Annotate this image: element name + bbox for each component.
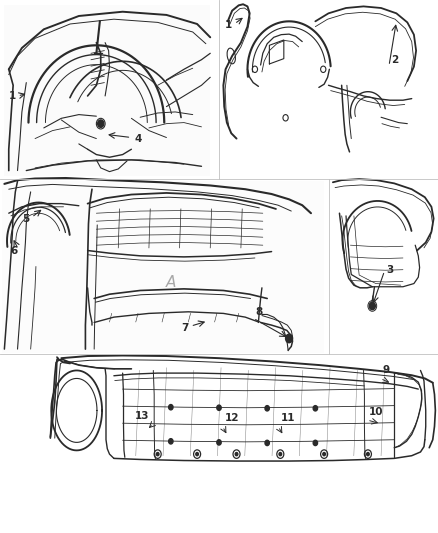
Text: 13: 13 — [134, 410, 149, 421]
Circle shape — [217, 405, 221, 410]
Circle shape — [169, 439, 173, 444]
Text: 4: 4 — [135, 134, 142, 143]
Text: 6: 6 — [10, 246, 18, 255]
Circle shape — [98, 120, 104, 127]
Circle shape — [154, 450, 161, 458]
Circle shape — [321, 66, 326, 72]
Circle shape — [286, 334, 293, 343]
Circle shape — [233, 450, 240, 458]
Text: 10: 10 — [369, 407, 384, 417]
FancyBboxPatch shape — [2, 181, 324, 353]
Circle shape — [277, 450, 284, 458]
Circle shape — [196, 453, 198, 456]
Circle shape — [321, 450, 328, 458]
Circle shape — [265, 440, 269, 446]
Text: 2: 2 — [391, 55, 398, 65]
Circle shape — [252, 66, 258, 72]
Circle shape — [265, 406, 269, 411]
Text: 7: 7 — [181, 323, 188, 333]
Text: 3: 3 — [386, 265, 394, 274]
Text: 1: 1 — [225, 20, 232, 30]
Text: 1: 1 — [8, 91, 16, 101]
Circle shape — [364, 450, 371, 458]
Circle shape — [313, 406, 318, 411]
Circle shape — [217, 440, 221, 445]
Text: 12: 12 — [225, 413, 239, 423]
Circle shape — [279, 453, 282, 456]
Circle shape — [323, 453, 325, 456]
Circle shape — [369, 302, 375, 310]
Circle shape — [313, 440, 318, 446]
Circle shape — [194, 450, 201, 458]
Circle shape — [283, 115, 288, 121]
FancyBboxPatch shape — [4, 5, 210, 176]
Circle shape — [235, 453, 238, 456]
Text: 11: 11 — [280, 413, 295, 423]
Text: 9: 9 — [382, 365, 389, 375]
Circle shape — [367, 453, 369, 456]
Text: 5: 5 — [22, 214, 30, 223]
Text: A: A — [166, 275, 176, 290]
Circle shape — [169, 405, 173, 410]
Text: 8: 8 — [255, 306, 262, 317]
Circle shape — [156, 453, 159, 456]
